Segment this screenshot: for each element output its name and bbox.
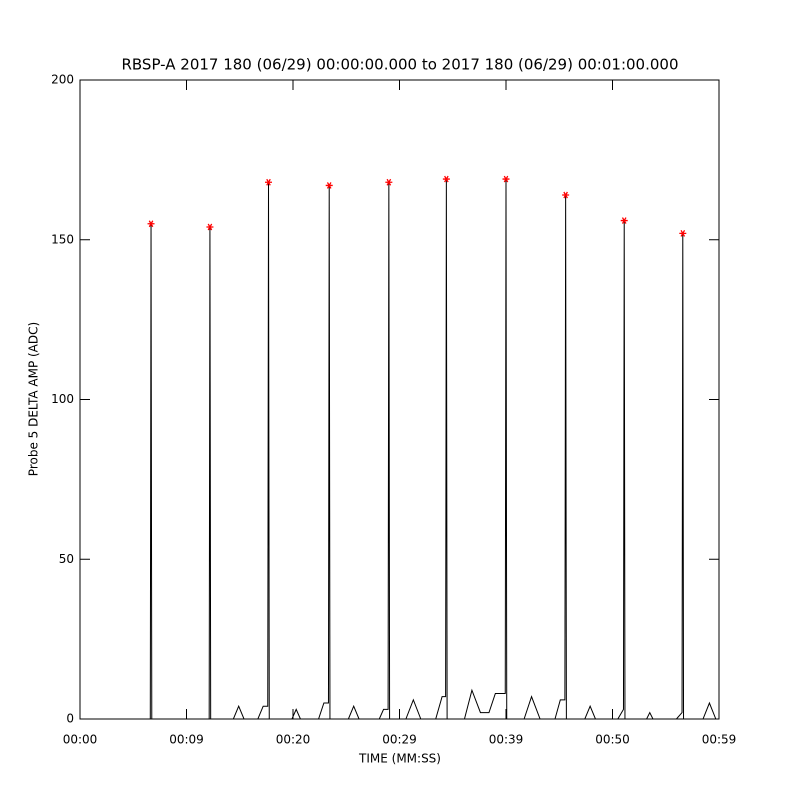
peak-marker [265,178,273,186]
x-tick-label: 00:50 [595,733,630,747]
chart-title: RBSP-A 2017 180 (06/29) 00:00:00.000 to … [121,56,678,74]
x-tick-label: 00:39 [489,733,524,747]
peak-marker [147,220,155,228]
x-tick-label: 00:00 [63,733,98,747]
y-axis-label: Probe 5 DELTA AMP (ADC) [27,322,41,476]
peak-marker [385,178,393,186]
peak-marker [620,217,628,224]
y-tick-label: 100 [51,392,74,406]
x-tick-label: 00:20 [276,733,311,747]
x-tick-label: 00:09 [169,733,204,747]
x-axis-label: TIME (MM:SS) [358,752,441,766]
peak-marker [502,175,510,183]
peak-marker [562,191,570,199]
x-tick-label: 00:29 [382,733,417,747]
peak-marker [325,182,333,189]
x-tick-label: 00:59 [702,733,737,747]
y-tick-label: 150 [51,232,74,246]
y-tick-label: 50 [59,552,74,566]
y-tick-label: 200 [51,73,74,87]
peak-marker [442,175,450,183]
peak-marker [206,223,214,231]
data-line [80,179,717,720]
peak-marker [679,230,687,237]
y-tick-label: 0 [66,712,74,726]
